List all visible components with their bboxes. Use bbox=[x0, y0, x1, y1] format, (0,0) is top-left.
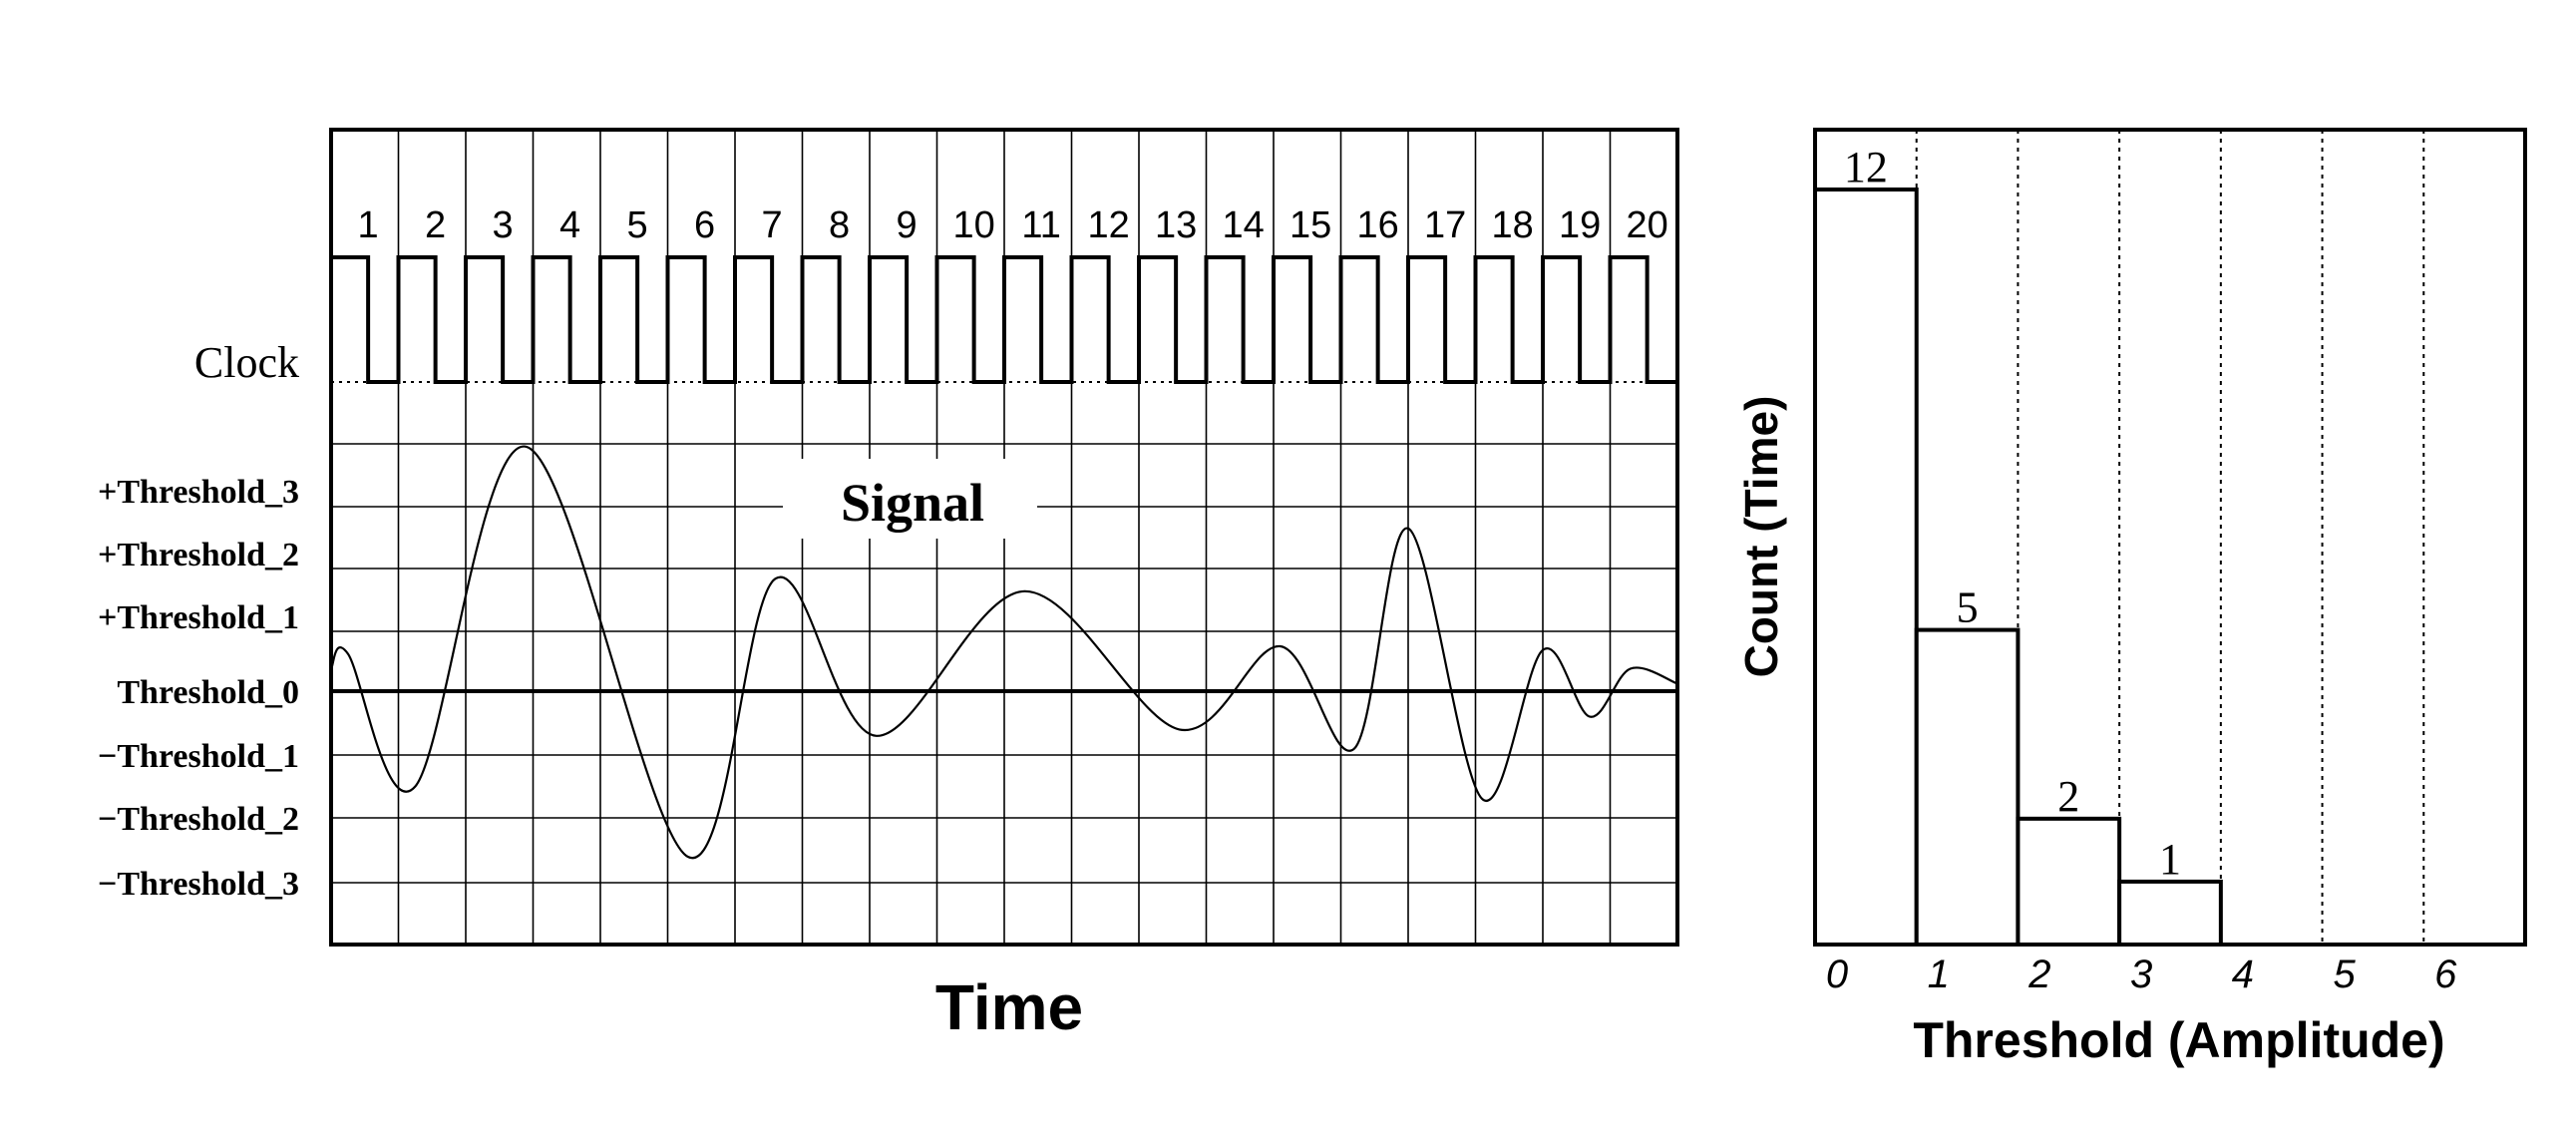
clock-cycle-number: 4 bbox=[559, 204, 580, 246]
threshold-labels: +Threshold_3 +Threshold_2 +Threshold_1 Thre… bbox=[98, 474, 299, 903]
histogram-x-tick-label: 0 bbox=[1826, 952, 1848, 996]
histogram-x-axis-title: Threshold (Amplitude) bbox=[1913, 1012, 2444, 1068]
histogram-bar bbox=[1917, 630, 2019, 945]
threshold-label: +Threshold_2 bbox=[98, 537, 299, 573]
clock-cycle-number: 20 bbox=[1626, 204, 1667, 246]
threshold-label: +Threshold_1 bbox=[98, 599, 299, 636]
clock-cycle-number: 5 bbox=[627, 204, 648, 246]
histogram-x-tick-label: 2 bbox=[2027, 952, 2050, 996]
clock-cycle-number: 6 bbox=[694, 204, 715, 246]
histogram-x-tick-label: 6 bbox=[2434, 952, 2457, 996]
clock-cycle-number: 18 bbox=[1491, 204, 1533, 246]
histogram-x-tick-label: 1 bbox=[1928, 952, 1950, 996]
clock-cycle-number: 19 bbox=[1559, 204, 1601, 246]
histogram-x-tick-label: 3 bbox=[2130, 952, 2152, 996]
clock-cycle-number: 11 bbox=[1021, 204, 1060, 246]
timing-diagram: 1234567891011121314151617181920 Signal C… bbox=[98, 130, 1677, 1043]
clock-cycle-number: 9 bbox=[897, 204, 918, 246]
clock-cycle-number: 10 bbox=[952, 204, 994, 246]
clock-cycle-number: 14 bbox=[1222, 204, 1264, 246]
histogram-bar-label: 5 bbox=[1957, 583, 1979, 632]
clock-cycle-numbers: 1234567891011121314151617181920 bbox=[358, 204, 1668, 246]
clock-label: Clock bbox=[194, 338, 299, 387]
clock-cycle-number: 12 bbox=[1087, 204, 1129, 246]
time-axis-title: Time bbox=[935, 971, 1083, 1043]
threshold-label: −Threshold_2 bbox=[98, 801, 299, 838]
histogram-bar bbox=[2018, 819, 2119, 945]
histogram-bar-label: 1 bbox=[2159, 835, 2181, 884]
histogram-y-axis-title: Count (Time) bbox=[1735, 396, 1787, 678]
clock-waveform bbox=[331, 257, 1677, 382]
clock-cycle-number: 13 bbox=[1155, 204, 1197, 246]
threshold-label: +Threshold_3 bbox=[98, 474, 299, 511]
clock-cycle-number: 17 bbox=[1424, 204, 1466, 246]
histogram-bar bbox=[1815, 190, 1917, 945]
histogram-bar-label: 2 bbox=[2057, 772, 2079, 821]
histogram-x-tick-label: 5 bbox=[2333, 952, 2356, 996]
clock-square-wave bbox=[331, 257, 1677, 382]
clock-cycle-number: 2 bbox=[425, 204, 446, 246]
signal-label: Signal bbox=[841, 473, 984, 533]
threshold-label: −Threshold_3 bbox=[98, 866, 299, 903]
threshold-label: Threshold_0 bbox=[117, 674, 299, 711]
threshold-histogram: 12521 0123456 Threshold (Amplitude) Coun… bbox=[1735, 130, 2525, 1068]
clock-cycle-number: 16 bbox=[1356, 204, 1398, 246]
histogram-bar bbox=[2119, 882, 2221, 945]
clock-cycle-number: 15 bbox=[1289, 204, 1331, 246]
histogram-x-tick-label: 4 bbox=[2232, 952, 2254, 996]
clock-cycle-number: 1 bbox=[358, 204, 379, 246]
threshold-label: −Threshold_1 bbox=[98, 738, 299, 775]
histogram-bar-label: 12 bbox=[1844, 143, 1888, 191]
histogram-x-tick-labels: 0 1 2 3 4 5 6 bbox=[1826, 952, 2457, 996]
clock-cycle-number: 3 bbox=[493, 204, 514, 246]
clock-cycle-number: 8 bbox=[829, 204, 850, 246]
clock-cycle-number: 7 bbox=[762, 204, 783, 246]
